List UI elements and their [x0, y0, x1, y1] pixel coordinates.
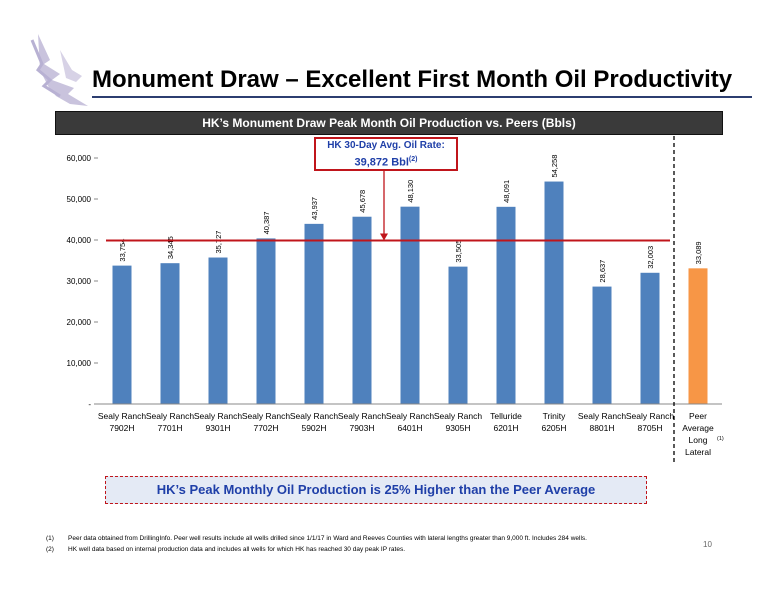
- bar: [496, 206, 516, 404]
- callout-title: HK 30-Day Avg. Oil Rate:: [327, 140, 445, 151]
- bar: [160, 263, 180, 404]
- footnote-1: (1) Peer data obtained from DrillingInfo…: [46, 533, 686, 544]
- callout-footnote-ref: (2): [408, 156, 418, 163]
- x-tick-label: 6205H: [541, 423, 566, 433]
- footnote-text: HK well data based on internal productio…: [68, 546, 405, 553]
- title-divider: [92, 96, 752, 98]
- bar: [448, 266, 468, 404]
- x-tick-label: Sealy Ranch: [242, 411, 290, 421]
- summary-banner: HK’s Peak Monthly Oil Production is 25% …: [105, 476, 647, 504]
- chart-header: HK’s Monument Draw Peak Month Oil Produc…: [55, 111, 723, 135]
- x-tick-footnote: (1): [717, 436, 724, 442]
- y-tick-label: 50,000: [67, 195, 92, 204]
- bar: [640, 272, 660, 404]
- x-tick-label: Peer: [689, 411, 707, 421]
- footnote-2: (2) HK well data based on internal produ…: [46, 544, 686, 555]
- y-tick-label: 20,000: [67, 318, 92, 327]
- x-tick-label: 9301H: [205, 423, 230, 433]
- y-tick-label: 10,000: [67, 359, 92, 368]
- bar: [400, 206, 420, 404]
- bar-value-label: 35,727: [214, 231, 223, 254]
- y-tick-label: 60,000: [67, 154, 92, 163]
- bar: [592, 286, 612, 404]
- x-tick-label: Sealy Ranch: [146, 411, 194, 421]
- x-tick-label: Sealy Ranch: [98, 411, 146, 421]
- bar-value-label: 34,345: [166, 236, 175, 259]
- x-tick-label: Sealy Ranch: [386, 411, 434, 421]
- bar-value-label: 54,258: [550, 155, 559, 178]
- bar-value-label: 33,089: [694, 241, 703, 264]
- bar-value-label: 45,678: [358, 190, 367, 213]
- bar-value-label: 48,130: [406, 180, 415, 203]
- x-tick-label: 9305H: [445, 423, 470, 433]
- x-tick-label: Trinity: [543, 411, 567, 421]
- bar: [352, 216, 372, 404]
- bar-value-label: 48,091: [502, 180, 511, 203]
- y-tick-label: 40,000: [67, 236, 92, 245]
- x-tick-label: 8801H: [589, 423, 614, 433]
- x-tick-label: Telluride: [490, 411, 522, 421]
- x-tick-label: 6401H: [397, 423, 422, 433]
- hk-average-callout: HK 30-Day Avg. Oil Rate: 39,872 Bbl(2): [314, 137, 458, 171]
- x-tick-label: 5902H: [301, 423, 326, 433]
- x-tick-label: Sealy Ranch: [290, 411, 338, 421]
- footnote-text: Peer data obtained from DrillingInfo. Pe…: [68, 535, 587, 542]
- bar-value-label: 40,387: [262, 211, 271, 234]
- x-tick-label: Lateral: [685, 447, 711, 457]
- hawk-logo-icon: [30, 34, 88, 106]
- bar: [112, 265, 132, 404]
- x-tick-label: Sealy Ranch: [626, 411, 674, 421]
- x-tick-label: Sealy Ranch: [578, 411, 626, 421]
- bar-value-label: 28,637: [598, 260, 607, 283]
- page-number: 10: [703, 540, 712, 549]
- bar-value-label: 32,003: [646, 246, 655, 269]
- x-tick-label: 6201H: [493, 423, 518, 433]
- footnotes: (1) Peer data obtained from DrillingInfo…: [46, 533, 686, 555]
- callout-value: 39,872 Bbl(2): [316, 153, 456, 170]
- x-tick-label: 8705H: [637, 423, 662, 433]
- bar: [304, 223, 324, 404]
- x-tick-label: 7903H: [349, 423, 374, 433]
- x-tick-label: Sealy Ranch: [434, 411, 482, 421]
- bar-value-label: 33,754: [118, 239, 127, 262]
- x-tick-label: Sealy Ranch: [194, 411, 242, 421]
- callout-arrow-head: [380, 233, 388, 241]
- slide-title: Monument Draw – Excellent First Month Oi…: [92, 66, 733, 93]
- bar-value-label: 33,505: [454, 240, 463, 263]
- x-tick-label: Long: [689, 435, 708, 445]
- bar: [544, 181, 564, 404]
- x-tick-label: 7701H: [157, 423, 182, 433]
- callout-value-text: 39,872 Bbl: [354, 156, 409, 169]
- x-tick-label: 7902H: [109, 423, 134, 433]
- bar-value-label: 43,937: [310, 197, 319, 220]
- bar: [256, 238, 276, 404]
- x-tick-label: Sealy Ranch: [338, 411, 386, 421]
- footnote-number: (2): [46, 546, 54, 553]
- y-tick-label: -: [88, 400, 91, 409]
- bar: [208, 257, 228, 404]
- bar: [688, 268, 708, 404]
- footnote-number: (1): [46, 535, 54, 542]
- y-tick-label: 30,000: [67, 277, 92, 286]
- x-tick-label: 7702H: [253, 423, 278, 433]
- x-tick-label: Average: [682, 423, 714, 433]
